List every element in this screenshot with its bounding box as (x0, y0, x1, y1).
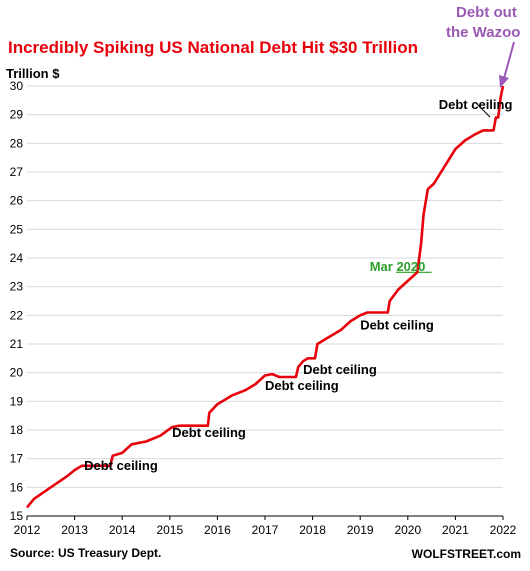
x-tick-label: 2015 (156, 523, 183, 537)
gridlines (27, 85, 503, 488)
y-tick-label: 28 (10, 136, 24, 150)
y-tick-label: 22 (10, 308, 24, 322)
mar-2020-label: Mar 2020 (370, 259, 426, 274)
y-axis-label: Trillion $ (6, 66, 60, 81)
y-tick-label: 30 (10, 79, 24, 93)
x-tick-label: 2021 (442, 523, 469, 537)
x-axis-ticks: 2012 2013 2014 2015 2016 2017 2018 2019 2020 2021… (14, 516, 517, 537)
x-tick-label: 2014 (109, 523, 136, 537)
y-tick-label: 19 (10, 394, 24, 408)
y-tick-label: 29 (10, 108, 24, 122)
y-tick-label: 15 (10, 509, 24, 523)
debt-ceiling-label: Debt ceiling (84, 458, 158, 473)
y-tick-label: 16 (10, 480, 24, 494)
x-tick-label: 2020 (394, 523, 421, 537)
debt-ceiling-label: Debt ceiling (172, 425, 246, 440)
debt-ceiling-label: Debt ceiling (360, 318, 434, 333)
x-tick-label: 2012 (14, 523, 41, 537)
x-tick-label: 2017 (252, 523, 279, 537)
brand-label: WOLFSTREET.com (412, 547, 521, 561)
y-tick-label: 18 (10, 423, 24, 437)
debt-ceiling-label: Debt ceiling (439, 97, 513, 112)
x-tick-label: 2013 (61, 523, 88, 537)
series-line (25, 85, 505, 509)
x-tick-label: 2019 (347, 523, 374, 537)
y-tick-label: 17 (10, 452, 24, 466)
x-tick-label: 2018 (299, 523, 326, 537)
callout-line-2: the Wazoo (446, 24, 520, 41)
y-axis-ticks: 15 16 17 18 19 20 21 22 23 24 25 26 27 28 29 30 (10, 79, 24, 523)
y-tick-label: 25 (10, 222, 24, 236)
debt-ceiling-label: Debt ceiling (303, 362, 377, 377)
source-note: Source: US Treasury Dept. (10, 546, 161, 560)
y-tick-label: 27 (10, 165, 24, 179)
x-tick-label: 2022 (490, 523, 517, 537)
y-tick-label: 23 (10, 280, 24, 294)
x-tick-label: 2016 (204, 523, 231, 537)
callout-arrow-head (499, 75, 509, 88)
y-tick-label: 26 (10, 194, 24, 208)
y-tick-label: 21 (10, 337, 24, 351)
y-tick-label: 20 (10, 366, 24, 380)
debt-ceiling-label: Debt ceiling (265, 378, 339, 393)
callout-arrow-shaft (502, 41, 515, 83)
callout-line-1: Debt out (456, 4, 517, 21)
debt-ceiling-pointer-line (476, 103, 491, 118)
chart-title: Incredibly Spiking US National Debt Hit … (8, 38, 418, 57)
y-tick-label: 24 (10, 251, 24, 265)
